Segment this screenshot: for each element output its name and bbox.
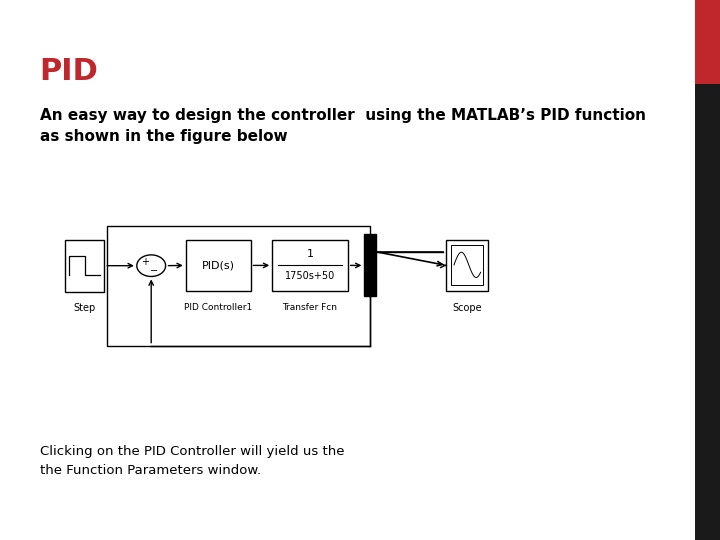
Text: 1: 1 (307, 248, 313, 259)
Text: Clicking on the PID Controller will yield us the
the Function Parameters window.: Clicking on the PID Controller will yiel… (40, 446, 344, 477)
Bar (446, 240, 488, 291)
Text: Step: Step (73, 303, 96, 314)
Text: Transfer Fcn: Transfer Fcn (282, 303, 338, 312)
Text: Scope: Scope (452, 303, 482, 313)
Text: PID Controller1: PID Controller1 (184, 303, 252, 312)
Bar (364, 234, 376, 296)
Text: PID(s): PID(s) (202, 260, 235, 271)
Text: −: − (150, 266, 158, 275)
Bar (451, 245, 483, 285)
Bar (107, 226, 370, 346)
Bar (186, 240, 251, 291)
Bar (695, 84, 720, 540)
Text: 1750s+50: 1750s+50 (285, 271, 335, 281)
Text: An easy way to design the controller  using the MATLAB’s PID function
as shown i: An easy way to design the controller usi… (40, 108, 646, 144)
Bar (65, 240, 104, 292)
Text: PID: PID (40, 57, 99, 86)
Text: +: + (140, 257, 149, 267)
Bar (272, 240, 348, 291)
Bar (695, 0, 720, 84)
